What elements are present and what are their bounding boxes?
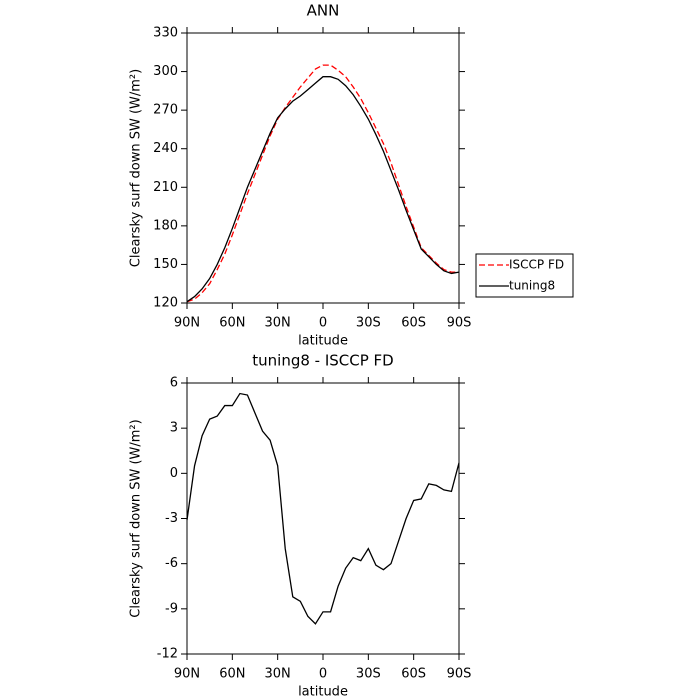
- x-tick-label: 90N: [174, 316, 200, 331]
- x-tick-label: 30S: [356, 316, 381, 331]
- x-tick-label: 90N: [174, 667, 200, 682]
- y-tick-label: -12: [157, 647, 178, 662]
- y-axis-label: Clearsky surf down SW (W/m²): [129, 419, 144, 617]
- y-tick-label: 270: [153, 103, 178, 118]
- x-tick-label: 90S: [447, 667, 472, 682]
- y-axis-label: Clearsky surf down SW (W/m²): [129, 69, 144, 267]
- series-line: [186, 76, 460, 303]
- plot-frame: [186, 32, 460, 304]
- chart-title: tuning8 - ISCCP FD: [252, 352, 393, 370]
- y-tick-label: 6: [170, 376, 178, 391]
- x-tick-label: 60S: [401, 667, 426, 682]
- series-line: [186, 64, 459, 303]
- y-tick-label: -6: [165, 556, 178, 571]
- plot-frame: [186, 382, 460, 655]
- x-tick-label: 60S: [401, 316, 426, 331]
- series-line: [186, 392, 460, 625]
- y-tick-label: 240: [153, 141, 178, 156]
- y-tick-label: 300: [153, 64, 178, 79]
- x-tick-label: 0: [319, 316, 327, 331]
- y-tick-label: 0: [170, 466, 178, 481]
- x-tick-label: 0: [319, 667, 327, 682]
- legend-box: [475, 253, 574, 298]
- y-tick-label: -3: [165, 511, 178, 526]
- y-tick-label: 120: [153, 296, 178, 311]
- y-tick-label: -9: [165, 601, 178, 616]
- x-tick-label: 60N: [219, 316, 245, 331]
- x-tick-label: 30N: [265, 667, 291, 682]
- legend-label: tuning8: [509, 279, 555, 293]
- x-axis-label: latitude: [298, 334, 348, 349]
- x-tick-label: 30N: [265, 316, 291, 331]
- y-tick-label: 330: [153, 26, 178, 41]
- x-tick-label: 90S: [447, 316, 472, 331]
- y-tick-label: 150: [153, 257, 178, 272]
- legend-label: ISCCP FD: [509, 258, 564, 272]
- x-tick-label: 60N: [219, 667, 245, 682]
- y-tick-label: 3: [170, 421, 178, 436]
- x-tick-label: 30S: [356, 667, 381, 682]
- y-tick-label: 210: [153, 180, 178, 195]
- y-tick-label: 180: [153, 218, 178, 233]
- chart-title: ANN: [307, 2, 340, 20]
- x-axis-label: latitude: [298, 685, 348, 700]
